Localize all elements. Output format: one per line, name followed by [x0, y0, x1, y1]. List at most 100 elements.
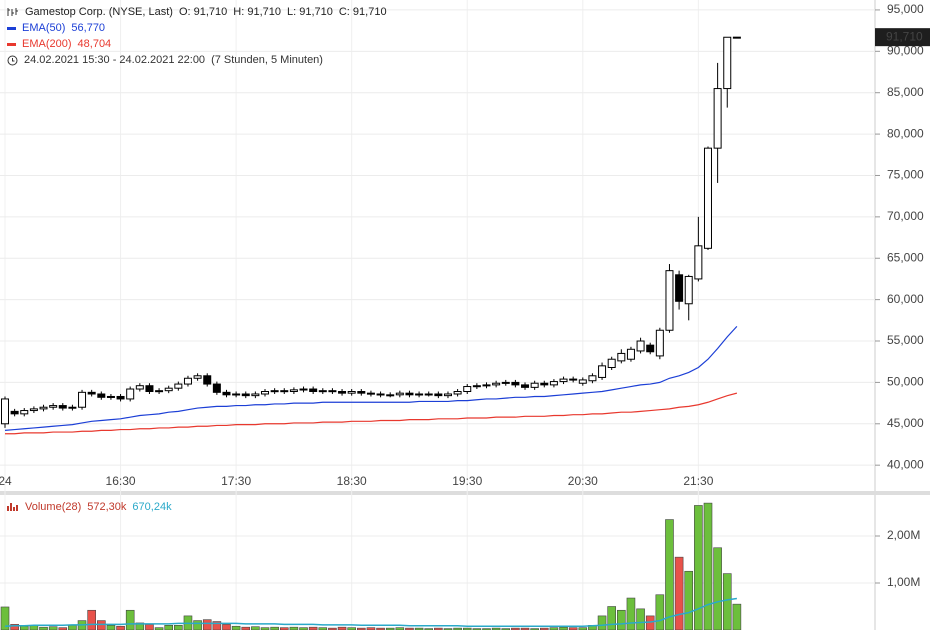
header-title-row: Gamestop Corp. (NYSE, Last) O: 91,710 H:…	[7, 6, 387, 18]
volume-bar	[674, 556, 684, 630]
y-tick-label: 75,000	[887, 168, 924, 182]
candle-body	[164, 387, 173, 392]
candle-body	[376, 393, 385, 396]
candle-body	[530, 382, 539, 388]
candle-body	[540, 382, 549, 386]
candle-body	[280, 390, 289, 393]
candle-body	[222, 391, 231, 396]
volume-bar	[722, 573, 732, 630]
candle-body	[203, 375, 212, 385]
volume-bar	[0, 606, 10, 630]
volume-bar	[713, 547, 722, 630]
candle-body	[617, 352, 626, 362]
volume-legend: Volume(28) 572,30k 670,24k	[7, 501, 172, 513]
candle-body	[289, 389, 298, 393]
candle-body	[443, 393, 452, 397]
volume-bar	[87, 609, 96, 630]
volume-bar	[48, 626, 58, 630]
candle-body	[511, 381, 520, 386]
legend-value: 572,30k	[87, 501, 127, 513]
volume-bar	[241, 626, 251, 630]
candle-body	[58, 405, 67, 409]
candle-body	[338, 391, 347, 394]
legend-name: EMA(50)	[22, 22, 66, 34]
volume-bar	[251, 626, 260, 630]
x-tick-label: 16:30	[106, 474, 136, 488]
candle-body	[1, 398, 9, 425]
volume-bar	[703, 502, 713, 630]
y-tick-label: 70,000	[887, 209, 924, 223]
candle-body	[424, 393, 433, 396]
candle-body	[588, 375, 597, 382]
candle-body	[626, 348, 635, 360]
candle-body	[463, 386, 472, 393]
candle-body	[386, 394, 395, 397]
candle-body	[521, 384, 530, 388]
period: 24.02.2021 15:30 - 24.02.2021 22:00	[24, 54, 206, 66]
x-tick-label: 20:30	[568, 474, 598, 488]
title: Gamestop Corp. (NYSE, Last)	[25, 6, 173, 18]
candle-body	[97, 393, 106, 398]
candle-body	[309, 388, 318, 393]
y-tick-label: 40,000	[887, 457, 924, 471]
candle-body	[29, 408, 38, 412]
candle-body	[636, 340, 645, 352]
candle-body	[155, 390, 164, 393]
candle-body	[713, 88, 722, 149]
candle-body	[703, 147, 712, 249]
candle-body	[357, 391, 366, 394]
candle-body	[501, 381, 510, 384]
candle-body	[598, 365, 607, 378]
candle-body	[251, 393, 260, 397]
volume-bar	[97, 620, 106, 630]
candle-body	[655, 329, 664, 357]
candle-body	[39, 406, 48, 410]
candle-body	[482, 384, 491, 387]
duration: (7 Stunden, 5 Minuten)	[211, 54, 323, 66]
candle-body	[684, 275, 693, 305]
volume-bar	[617, 609, 626, 630]
y-tick-label: 60,000	[887, 292, 924, 306]
legend-ema200: EMA(200) 48,704	[7, 38, 111, 50]
period-row: 24.02.2021 15:30 - 24.02.2021 22:00 (7 S…	[7, 54, 323, 66]
legend-swatch	[7, 26, 16, 30]
volume-bar	[597, 615, 607, 630]
candle-body	[145, 385, 154, 393]
candle-body	[732, 36, 741, 39]
quote-high: H: 91,710	[233, 6, 281, 18]
volume-bar	[164, 625, 174, 630]
legend-value: 56,770	[71, 22, 106, 34]
candle-body	[20, 410, 29, 415]
candle-body	[174, 383, 183, 389]
volume-bar	[665, 519, 674, 630]
candle-body	[723, 36, 732, 90]
volume-bar	[732, 603, 742, 630]
candle-body	[578, 379, 587, 384]
y-tick-label: 80,000	[887, 126, 924, 140]
y-tick-label: 2,00M	[887, 528, 920, 542]
candle-body	[415, 393, 424, 396]
candle-body	[49, 405, 58, 408]
legend-name: Volume(28)	[25, 501, 82, 513]
candle-body	[405, 392, 414, 396]
candle-body	[646, 344, 655, 353]
volume-bar	[212, 621, 222, 630]
candle-body	[366, 392, 375, 395]
legend-value: 48,704	[77, 38, 112, 50]
clock-icon	[7, 55, 18, 65]
x-tick-label: 17:30	[221, 474, 251, 488]
x-tick-label: 18:30	[337, 474, 367, 488]
quote-low: L: 91,710	[286, 6, 333, 18]
volume-bar	[116, 625, 125, 630]
y-tick-label: 45,000	[887, 416, 924, 430]
volume-bar	[607, 606, 616, 630]
candle-body	[212, 383, 221, 393]
ema-line	[4, 325, 738, 432]
candle-body	[116, 395, 125, 400]
volume-ma-line	[4, 597, 737, 627]
candle-body	[453, 391, 462, 395]
last-price-tag	[875, 28, 930, 47]
volume-bar	[193, 620, 202, 630]
